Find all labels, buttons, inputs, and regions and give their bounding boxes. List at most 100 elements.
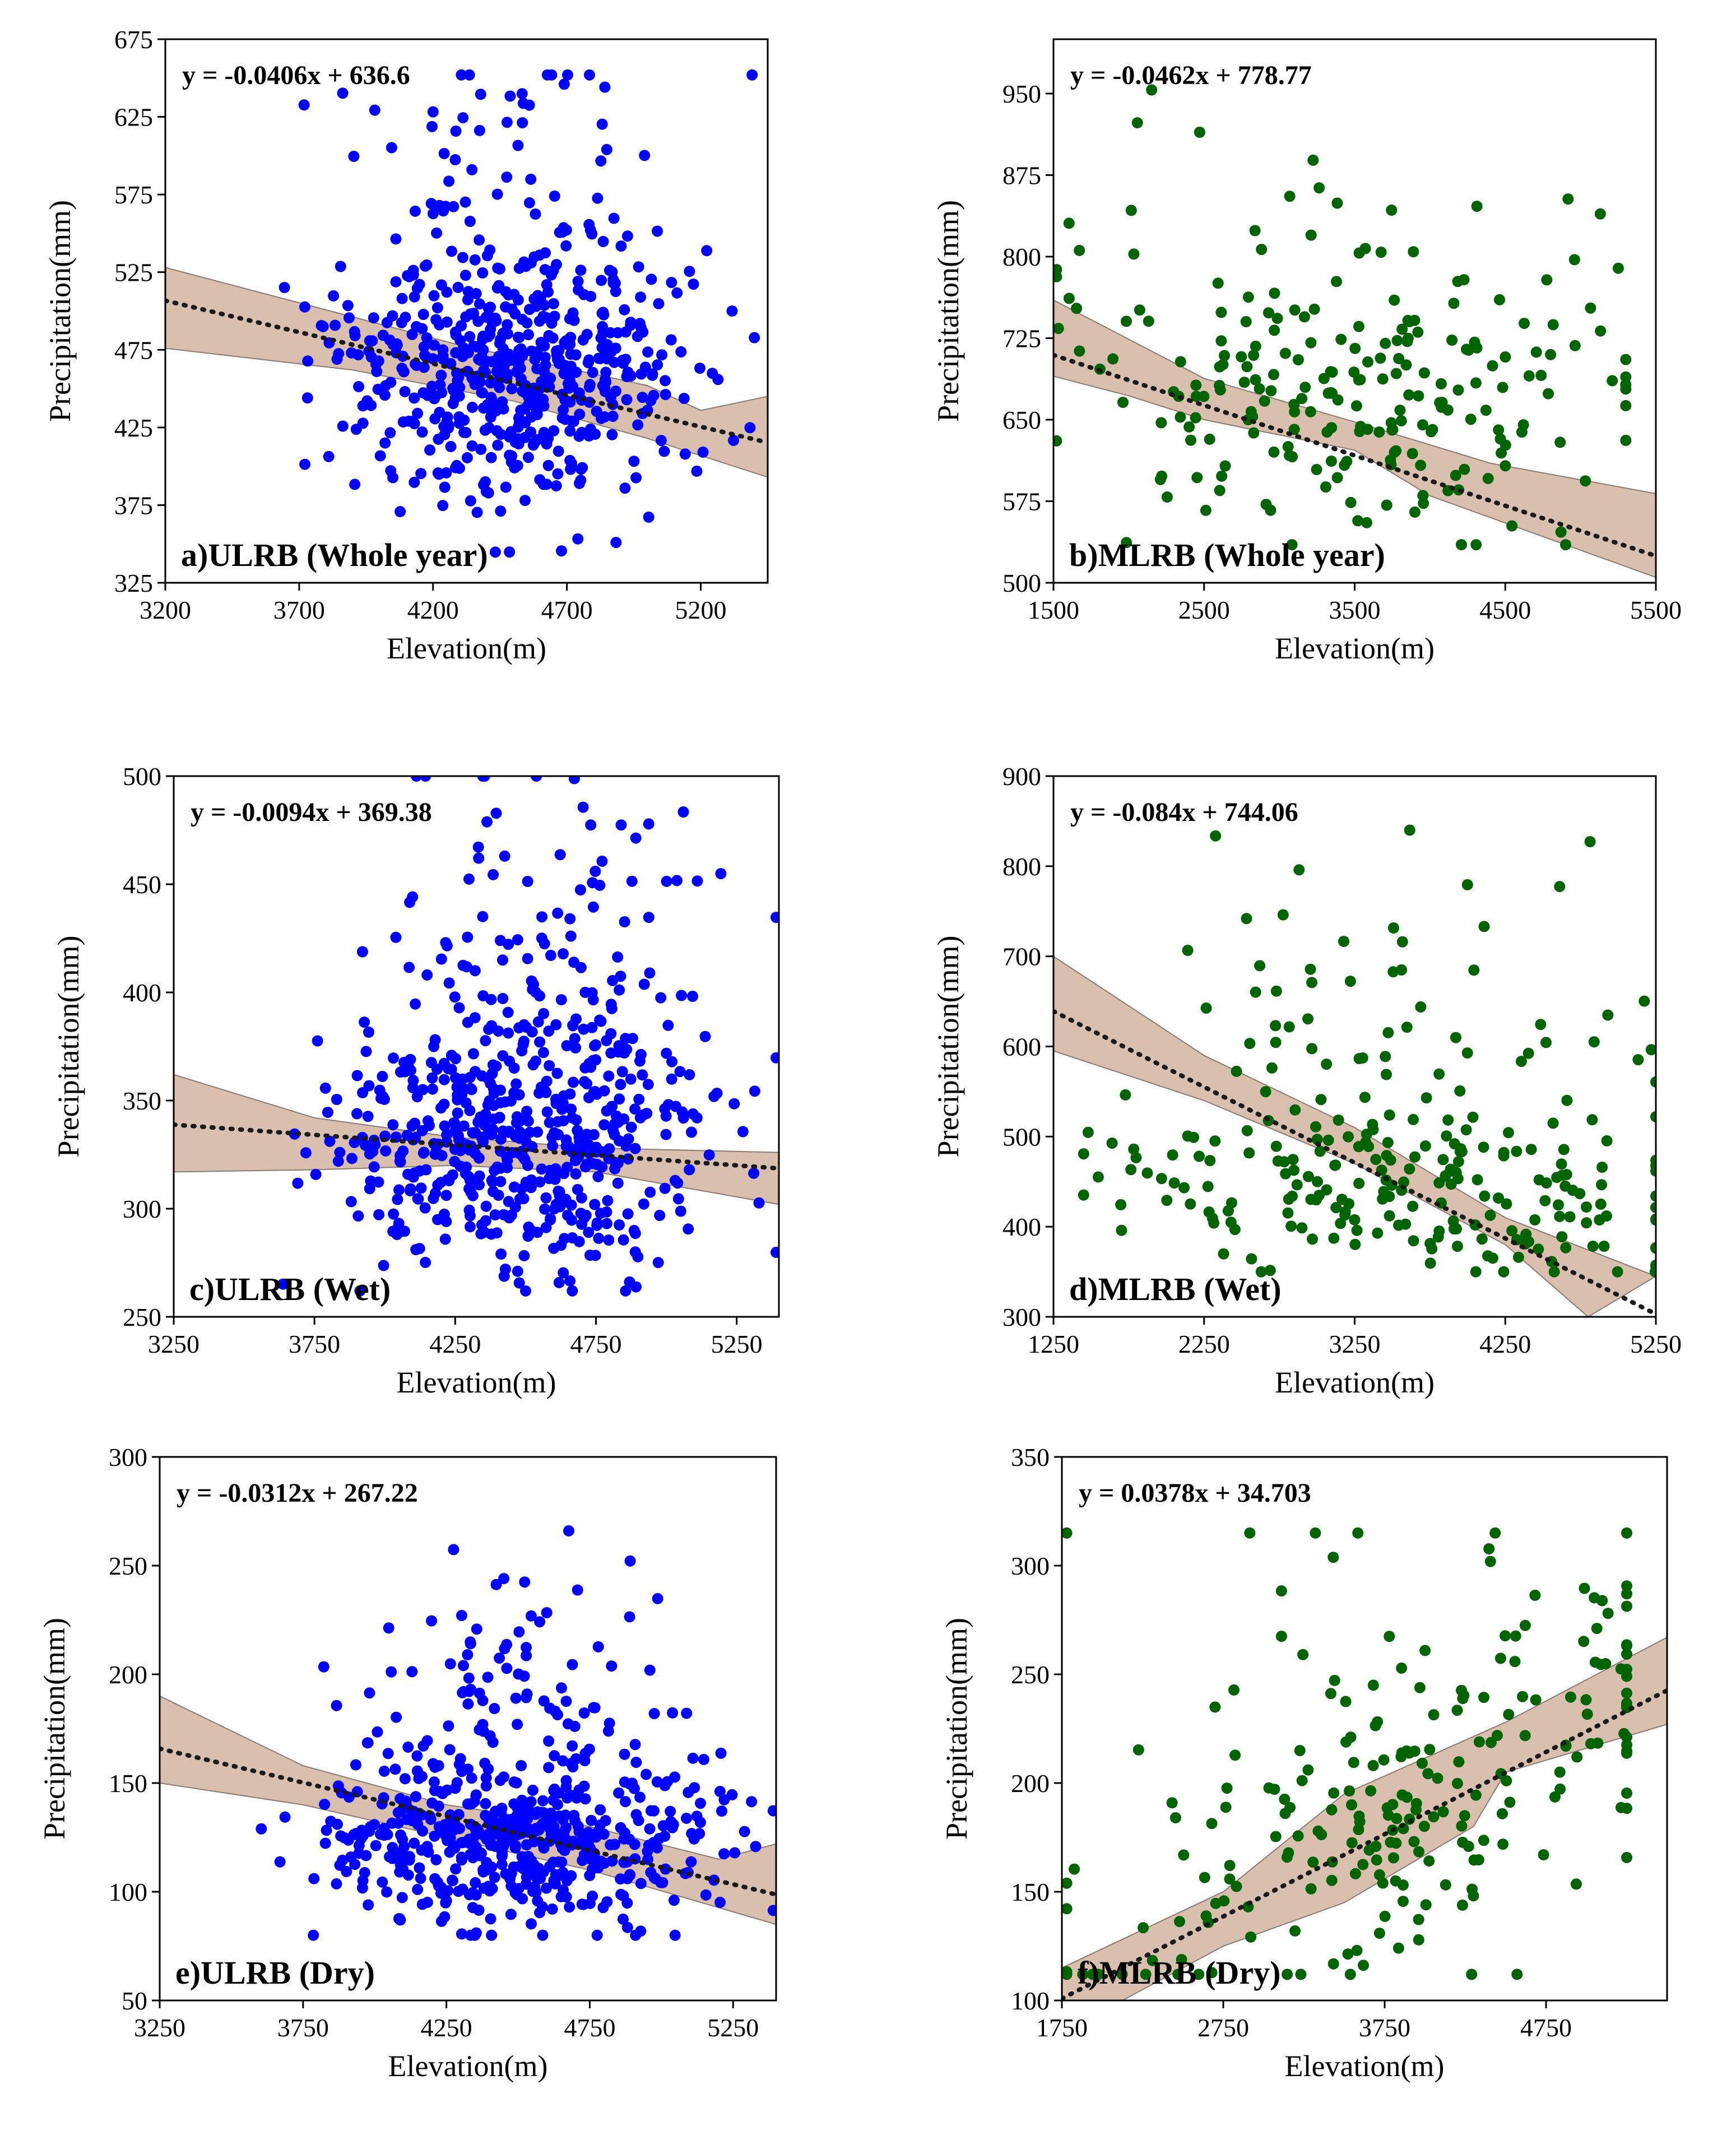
scatter-point	[1306, 977, 1317, 988]
confidence-band-b	[1053, 299, 1656, 578]
scatter-point	[1595, 325, 1607, 337]
scatter-point	[1248, 350, 1260, 361]
trend-line-d	[1053, 1009, 1656, 1317]
scatter-point	[1416, 1757, 1428, 1769]
scatter-point	[564, 1789, 576, 1801]
scatter-point	[543, 1735, 555, 1747]
scatter-point	[1282, 441, 1294, 453]
scatter-point	[503, 1126, 514, 1138]
scatter-point	[1074, 345, 1085, 357]
scatter-point	[560, 1194, 572, 1205]
scatter-point	[465, 1083, 476, 1094]
scatter-point	[356, 1882, 368, 1894]
scatter-point	[661, 1047, 672, 1059]
scatter-point	[531, 363, 543, 374]
scatter-point	[1218, 1895, 1230, 1907]
scatter-point	[1413, 1846, 1424, 1858]
scatter-point	[337, 420, 349, 432]
scatter-point	[715, 868, 727, 880]
scatter-point	[1062, 1903, 1073, 1915]
scatter-point	[701, 245, 713, 257]
scatter-point	[565, 349, 577, 360]
scatter-point	[691, 1112, 703, 1124]
scatter-point	[510, 437, 521, 448]
scatter-point	[566, 1839, 578, 1851]
scatter-point	[749, 1085, 760, 1097]
scatter-point	[1585, 1738, 1596, 1749]
scatter-point	[1554, 1210, 1566, 1222]
scatter-point	[1287, 1154, 1299, 1166]
scatter-point	[1570, 1878, 1582, 1890]
scatter-point	[1500, 1630, 1511, 1642]
scatter-point	[1404, 824, 1415, 836]
scatter-point	[396, 317, 407, 328]
scatter-point	[1529, 1589, 1541, 1601]
scatter-point	[438, 1208, 450, 1220]
scatter-point	[494, 337, 505, 349]
scatter-point	[618, 1833, 630, 1845]
scatter-point	[331, 1878, 342, 1890]
scatter-point	[526, 1918, 537, 1930]
scatter-point	[512, 934, 523, 946]
scatter-point	[344, 312, 355, 324]
scatter-point	[684, 1069, 695, 1080]
scatter-point	[556, 545, 567, 557]
scatter-point	[532, 1016, 544, 1028]
scatter-point	[577, 801, 589, 813]
scatter-point	[1394, 405, 1406, 416]
scatter-point	[1530, 1694, 1542, 1706]
scatter-point	[1638, 995, 1650, 1007]
scatter-point	[382, 1748, 394, 1760]
scatter-point	[658, 445, 670, 457]
y-axis-label: Precipitation(mm)	[940, 1618, 973, 1840]
scatter-point	[1279, 1808, 1291, 1819]
scatter-point	[444, 1658, 456, 1670]
scatter-point	[558, 1267, 569, 1279]
scatter-point	[362, 1111, 374, 1122]
scatter-point	[1543, 388, 1554, 400]
scatter-point	[360, 1139, 371, 1151]
scatter-point	[1442, 1114, 1454, 1126]
scatter-point	[477, 1136, 489, 1148]
scatter-point	[1231, 1881, 1242, 1892]
scatter-point	[1408, 1836, 1420, 1847]
scatter-point	[1494, 1652, 1506, 1664]
scatter-point	[439, 1233, 451, 1245]
scatter-point	[567, 1659, 578, 1670]
scatter-point	[541, 1106, 553, 1118]
scatter-point	[1408, 246, 1419, 258]
scatter-point	[1621, 1580, 1632, 1592]
scatter-point	[351, 1070, 363, 1081]
x-tick-label: 4700	[541, 596, 593, 624]
regression-equation: y = -0.0094x + 369.38	[191, 797, 432, 827]
scatter-point	[443, 420, 454, 431]
scatter-point	[615, 971, 626, 982]
scatter-point	[1218, 1248, 1229, 1260]
scatter-point	[1308, 303, 1320, 315]
scatter-point	[474, 1170, 485, 1182]
scatter-point	[499, 1643, 510, 1655]
scatter-point	[1421, 1092, 1432, 1104]
scatter-point	[448, 384, 459, 396]
scatter-point	[665, 1805, 676, 1817]
scatter-point	[1370, 1720, 1381, 1731]
scatter-point	[1302, 1013, 1313, 1025]
scatter-point	[429, 1785, 440, 1796]
scatter-point	[441, 1129, 453, 1140]
scatter-point	[490, 807, 502, 819]
y-tick-label: 350	[123, 1087, 161, 1115]
scatter-point	[1600, 1210, 1612, 1222]
scatter-point	[612, 1177, 624, 1189]
scatter-point	[1069, 1863, 1080, 1875]
scatter-point	[488, 869, 499, 880]
scatter-point	[466, 308, 477, 320]
scatter-point	[544, 1164, 556, 1176]
scatter-point	[639, 150, 651, 161]
scatter-point	[1302, 1171, 1314, 1182]
scatter-point	[1053, 271, 1062, 282]
scatter-point	[523, 391, 534, 403]
scatter-point	[473, 354, 485, 365]
scatter-point	[438, 148, 450, 159]
scatter-point	[502, 319, 513, 331]
scatter-point	[1461, 879, 1473, 890]
